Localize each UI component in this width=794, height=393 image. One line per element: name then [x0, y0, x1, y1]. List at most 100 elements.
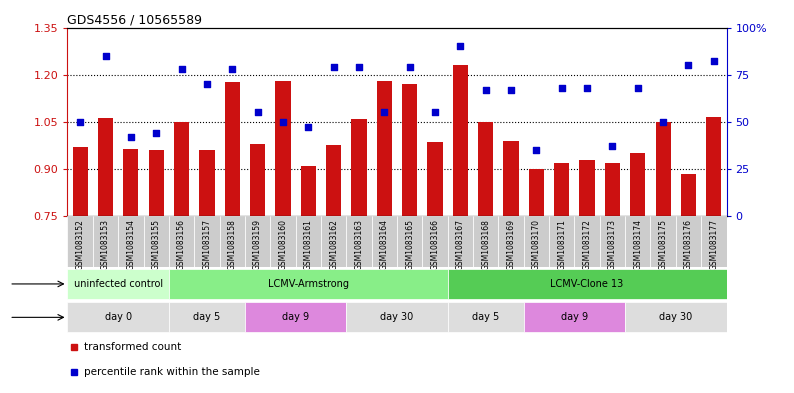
Point: [429, 109, 441, 116]
Bar: [144, 216, 169, 267]
Text: day 5: day 5: [193, 312, 221, 322]
Bar: [250, 144, 265, 216]
Bar: [427, 142, 442, 216]
Bar: [123, 149, 138, 216]
Text: GSM1083152: GSM1083152: [75, 219, 85, 270]
Point: [454, 43, 467, 50]
Text: GSM1083170: GSM1083170: [532, 219, 541, 270]
Bar: [402, 84, 418, 216]
Text: GSM1083162: GSM1083162: [330, 219, 338, 270]
Text: day 5: day 5: [472, 312, 499, 322]
Text: GSM1083153: GSM1083153: [101, 219, 110, 270]
Text: GSM1083173: GSM1083173: [608, 219, 617, 270]
Bar: [376, 81, 392, 216]
Point: [225, 66, 238, 72]
Text: GSM1083155: GSM1083155: [152, 219, 160, 270]
Text: GSM1083164: GSM1083164: [380, 219, 389, 270]
Bar: [473, 216, 499, 267]
Bar: [346, 216, 372, 267]
Point: [707, 58, 720, 64]
Bar: [701, 216, 727, 267]
Text: day 9: day 9: [561, 312, 588, 322]
Bar: [72, 147, 88, 216]
Bar: [169, 216, 195, 267]
Bar: [169, 302, 245, 332]
Bar: [245, 216, 270, 267]
Bar: [118, 216, 144, 267]
Text: GSM1083169: GSM1083169: [507, 219, 515, 270]
Text: GSM1083156: GSM1083156: [177, 219, 186, 270]
Point: [150, 130, 163, 136]
Text: day 0: day 0: [105, 312, 132, 322]
Point: [276, 119, 289, 125]
Bar: [225, 82, 240, 216]
Text: percentile rank within the sample: percentile rank within the sample: [84, 367, 260, 377]
Bar: [625, 216, 650, 267]
Text: GSM1083166: GSM1083166: [430, 219, 440, 270]
Text: day 9: day 9: [282, 312, 309, 322]
Text: LCMV-Clone 13: LCMV-Clone 13: [550, 279, 624, 289]
Point: [580, 85, 593, 91]
Bar: [656, 122, 671, 216]
Bar: [352, 119, 367, 216]
Point: [631, 85, 644, 91]
Bar: [448, 302, 524, 332]
Point: [175, 66, 188, 72]
Point: [353, 64, 365, 70]
Point: [99, 53, 112, 59]
Point: [480, 86, 492, 93]
Text: GSM1083159: GSM1083159: [253, 219, 262, 270]
Bar: [397, 216, 422, 267]
Text: GSM1083172: GSM1083172: [583, 219, 592, 270]
Bar: [295, 216, 321, 267]
Bar: [199, 150, 214, 216]
Text: GSM1083171: GSM1083171: [557, 219, 566, 270]
Text: transformed count: transformed count: [84, 342, 181, 352]
Bar: [580, 160, 595, 216]
Point: [378, 109, 391, 116]
Point: [530, 147, 543, 153]
Text: GSM1083174: GSM1083174: [634, 219, 642, 270]
Bar: [67, 302, 169, 332]
Bar: [448, 269, 727, 299]
Bar: [478, 122, 493, 216]
Text: day 30: day 30: [659, 312, 692, 322]
Text: GSM1083167: GSM1083167: [456, 219, 464, 270]
Bar: [326, 145, 341, 216]
Bar: [630, 153, 646, 216]
Text: GSM1083165: GSM1083165: [405, 219, 414, 270]
Bar: [549, 216, 574, 267]
Text: GSM1083158: GSM1083158: [228, 219, 237, 270]
Bar: [599, 216, 625, 267]
Bar: [245, 302, 346, 332]
Bar: [270, 216, 295, 267]
Bar: [174, 122, 189, 216]
Bar: [321, 216, 346, 267]
Text: day 30: day 30: [380, 312, 414, 322]
Bar: [529, 169, 544, 216]
Text: GSM1083177: GSM1083177: [709, 219, 719, 270]
Bar: [650, 216, 676, 267]
Bar: [67, 269, 169, 299]
Bar: [67, 216, 93, 267]
Point: [74, 119, 87, 125]
Bar: [554, 163, 569, 216]
Bar: [276, 81, 291, 216]
Bar: [605, 163, 620, 216]
Point: [327, 64, 340, 70]
Point: [403, 64, 416, 70]
Text: GSM1083168: GSM1083168: [481, 219, 490, 270]
Text: GSM1083154: GSM1083154: [126, 219, 135, 270]
Point: [251, 109, 264, 116]
Point: [682, 62, 695, 68]
Text: uninfected control: uninfected control: [74, 279, 163, 289]
Bar: [625, 302, 727, 332]
Bar: [524, 302, 625, 332]
Bar: [448, 216, 473, 267]
Point: [657, 119, 669, 125]
Text: GSM1083157: GSM1083157: [202, 219, 211, 270]
Text: GSM1083175: GSM1083175: [659, 219, 668, 270]
Bar: [524, 216, 549, 267]
Bar: [676, 216, 701, 267]
Bar: [93, 216, 118, 267]
